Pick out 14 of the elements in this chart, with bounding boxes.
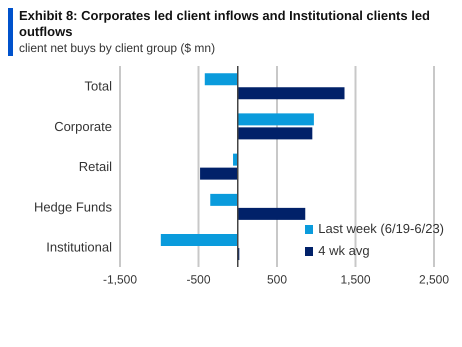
- y-tick-label: Retail: [78, 159, 112, 174]
- y-tick-label: Institutional: [46, 240, 112, 255]
- x-tick-label: 500: [266, 272, 288, 287]
- chart-title: Exhibit 8: Corporates led client inflows and Institutional clients led outflows: [19, 8, 431, 40]
- x-tick-label: -500: [186, 272, 211, 287]
- x-tick-label: -1,500: [102, 272, 138, 287]
- chart-subtitle: client net buys by client group ($ mn): [19, 40, 216, 56]
- x-tick-label: 2,500: [418, 272, 450, 287]
- legend-label: 4 wk avg: [318, 242, 370, 260]
- x-tick-label: 1,500: [340, 272, 371, 287]
- y-tick-label: Hedge Funds: [34, 199, 112, 214]
- y-tick-label: Total: [84, 78, 112, 94]
- legend-label: Last week (6/19-6/23): [318, 220, 444, 238]
- y-tick-label: Corporate: [54, 118, 112, 134]
